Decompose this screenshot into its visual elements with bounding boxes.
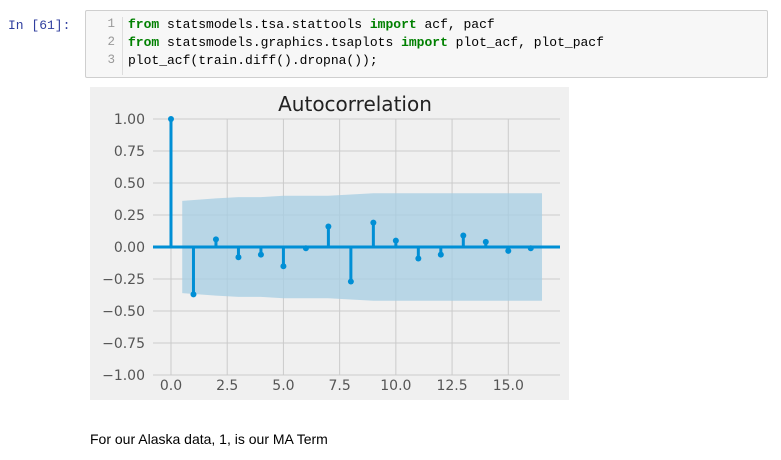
code-keyword: from bbox=[128, 17, 160, 32]
x-tick-label: 7.5 bbox=[329, 378, 351, 394]
y-tick-label: 0.50 bbox=[114, 176, 145, 192]
code-keyword: import bbox=[369, 17, 417, 32]
code-keyword: from bbox=[128, 35, 160, 50]
line-number: 1 bbox=[107, 17, 115, 31]
acf-marker bbox=[347, 278, 354, 285]
acf-marker bbox=[212, 236, 219, 243]
y-tick-label: −1.00 bbox=[102, 368, 145, 384]
y-tick-label: 1.00 bbox=[114, 112, 145, 128]
code-line[interactable]: from statsmodels.tsa.stattools import ac… bbox=[128, 17, 495, 32]
acf-marker bbox=[415, 255, 422, 262]
acf-marker bbox=[235, 254, 242, 261]
tick-label-layer: 1.00 0.75 0.50 0.25 0.00 −0.25 −0.50 −0.75 −1.00… bbox=[102, 112, 524, 394]
code-text: statsmodels.tsa.stattools bbox=[159, 17, 370, 32]
acf-marker bbox=[280, 263, 287, 270]
acf-marker bbox=[392, 237, 399, 244]
acf-marker bbox=[167, 116, 174, 122]
x-tick-label: 10.0 bbox=[380, 378, 411, 394]
line-number: 2 bbox=[107, 35, 115, 49]
x-tick-label: 15.0 bbox=[493, 378, 524, 394]
markdown-output: For our Alaska data, 1, is our MA Term bbox=[90, 431, 328, 447]
y-tick-label: 0.00 bbox=[114, 240, 145, 256]
x-tick-label: 12.5 bbox=[436, 378, 467, 394]
code-text: statsmodels.graphics.tsaplots bbox=[159, 35, 402, 50]
stem-layer bbox=[167, 116, 534, 298]
x-tick-label: 5.0 bbox=[272, 378, 294, 394]
y-tick-label: 0.25 bbox=[114, 208, 145, 224]
x-tick-label: 0.0 bbox=[160, 378, 182, 394]
y-tick-label: −0.25 bbox=[102, 272, 145, 288]
line-number: 3 bbox=[107, 53, 115, 67]
code-line[interactable]: from statsmodels.graphics.tsaplots impor… bbox=[128, 35, 604, 50]
x-tick-label: 2.5 bbox=[216, 378, 238, 394]
acf-marker bbox=[527, 245, 534, 252]
code-text: plot_acf(train.diff().dropna()); bbox=[128, 53, 378, 68]
code-text: acf, pacf bbox=[416, 17, 495, 32]
cell-prompt: In [61]: bbox=[8, 18, 71, 33]
code-keyword: import bbox=[401, 35, 448, 50]
y-tick-label: 0.75 bbox=[114, 144, 145, 160]
y-tick-label: −0.75 bbox=[102, 336, 145, 352]
chart-title: Autocorrelation bbox=[278, 92, 432, 116]
acf-marker bbox=[370, 219, 377, 226]
acf-marker bbox=[325, 223, 332, 230]
code-cell[interactable]: 1 2 3 from statsmodels.tsa.stattools imp… bbox=[85, 10, 768, 78]
acf-marker bbox=[505, 247, 512, 254]
code-text: plot_acf, plot_pacf bbox=[447, 35, 604, 50]
y-tick-label: −0.50 bbox=[102, 304, 145, 320]
acf-marker bbox=[460, 232, 467, 239]
acf-marker bbox=[190, 291, 197, 298]
acf-marker bbox=[437, 251, 444, 258]
acf-marker bbox=[482, 238, 489, 245]
code-line[interactable]: plot_acf(train.diff().dropna()); bbox=[128, 53, 378, 68]
acf-marker bbox=[302, 245, 309, 252]
line-number-gutter: 1 2 3 bbox=[86, 17, 123, 75]
acf-marker bbox=[257, 251, 264, 258]
